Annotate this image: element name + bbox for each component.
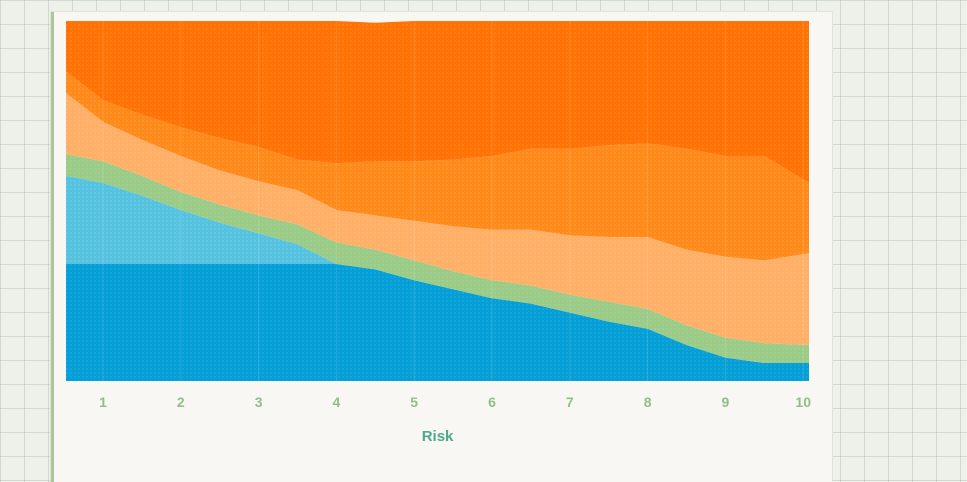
x-tick-label: 10 [795,394,811,410]
x-tick-label: 2 [177,394,185,410]
x-axis-label: Risk [422,428,454,445]
x-tick-label: 5 [410,394,418,410]
x-tick-label: 4 [333,394,341,410]
plot-texture [66,21,809,381]
stacked-area-chart: 1 2 3 4 5 6 7 8 9 10 Risk [66,21,811,445]
x-tick-label: 3 [255,394,263,410]
chart-card: 1 2 3 4 5 6 7 8 9 10 Risk [51,12,832,482]
x-tick-label: 1 [99,394,107,410]
x-tick-label: 9 [722,394,730,410]
x-tick-label: 6 [488,394,496,410]
x-axis-ticks: 1 2 3 4 5 6 7 8 9 10 [99,394,811,410]
x-tick-label: 8 [644,394,652,410]
x-tick-label: 7 [566,394,574,410]
